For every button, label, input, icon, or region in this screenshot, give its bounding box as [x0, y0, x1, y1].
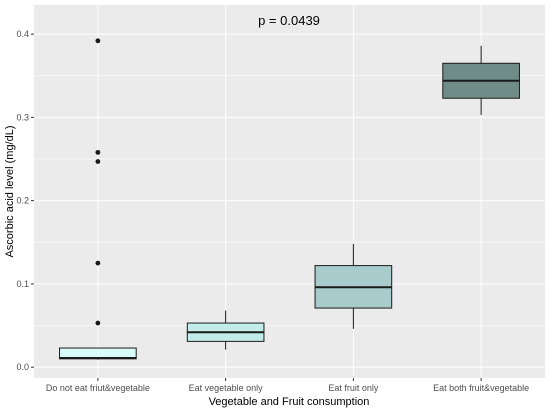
y-tick-label: 0.0	[16, 362, 29, 372]
box-layer	[59, 38, 520, 360]
x-axis-title: Vegetable and Fruit consumption	[209, 396, 370, 408]
outlier-point	[95, 149, 101, 155]
plot-panel	[34, 5, 545, 378]
y-tick-label: 0.3	[16, 112, 29, 122]
y-tick-label: 0.1	[16, 279, 29, 289]
outlier-point	[95, 320, 101, 326]
outlier-point	[95, 38, 101, 44]
box-group	[59, 38, 137, 360]
outlier-point	[95, 260, 101, 266]
y-axis-ticks: 0.0 0.1 0.2 0.3 0.4	[16, 29, 34, 372]
x-tick-label: Do not eat friut&vegetable	[46, 383, 150, 393]
grid-lines	[34, 5, 545, 378]
x-tick-label: Eat both fruit&vegetable	[433, 383, 529, 393]
outlier-point	[95, 159, 101, 164]
box-group	[314, 243, 393, 329]
x-tick-label: Eat fruit only	[328, 383, 379, 393]
box-group	[442, 45, 520, 115]
y-tick-label: 0.2	[16, 196, 29, 206]
y-tick-label: 0.4	[16, 29, 29, 39]
box-group	[186, 310, 265, 350]
p-value-annotation: p = 0.0439	[258, 13, 320, 28]
x-tick-label: Eat vegetable only	[189, 383, 264, 393]
x-axis-ticks: Do not eat friut&vegetable Eat vegetable …	[46, 378, 529, 393]
y-axis-title: Ascorbic acid level (mg/dL)	[4, 125, 16, 257]
